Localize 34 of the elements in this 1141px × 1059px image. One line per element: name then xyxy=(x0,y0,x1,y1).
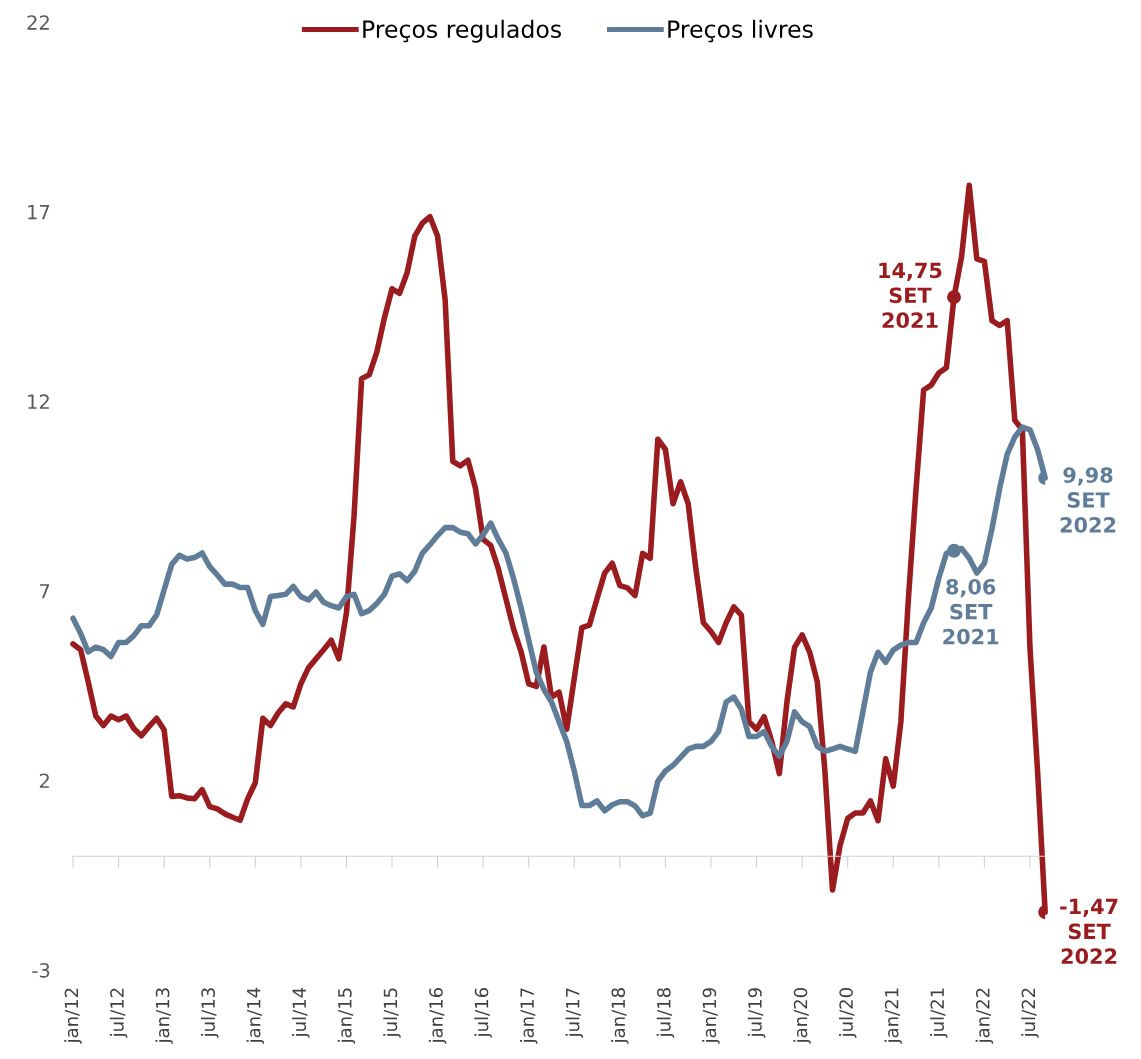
y-tick-label: -3 xyxy=(32,963,50,978)
x-tick-label: jul/13 xyxy=(200,988,219,1038)
annotation: 14,75 SET 2021 xyxy=(879,262,942,329)
x-tick-label: jan/19 xyxy=(702,988,720,1044)
y-tick-label: 17 xyxy=(28,205,50,220)
x-tick-label: jan/12 xyxy=(64,988,82,1044)
x-tick-label: jul/19 xyxy=(747,988,766,1038)
x-tick-label: jul/14 xyxy=(292,987,310,1038)
x-tick-label: jul/17 xyxy=(565,988,584,1038)
x-tick-label: jan/13 xyxy=(155,988,173,1044)
y-tick-label: 12 xyxy=(28,394,49,409)
x-tick-label: jul/20 xyxy=(838,988,857,1038)
x-tick-label: jul/21 xyxy=(930,988,948,1038)
legend-label: Preços regulados xyxy=(363,19,561,43)
x-tick-label: jan/21 xyxy=(884,988,902,1044)
annotation: 8,06 SET 2021 xyxy=(943,578,999,645)
y-tick-label: 2 xyxy=(39,773,49,788)
annotation: 9,98 SET 2022 xyxy=(1060,467,1116,533)
x-tick-label: jul/22 xyxy=(1021,988,1039,1038)
x-tick-label: jul/15 xyxy=(383,988,401,1038)
y-tick-label: 7 xyxy=(40,584,50,599)
x-tick-label: jan/16 xyxy=(428,988,447,1044)
x-tick-label: jul/16 xyxy=(474,988,492,1038)
y-tick-label: 22 xyxy=(27,15,49,30)
x-tick-label: jan/20 xyxy=(793,988,811,1044)
annotation: -1,47 SET 2022 xyxy=(1060,898,1118,965)
x-tick-label: jul/18 xyxy=(656,988,675,1038)
x-tick-label: jan/22 xyxy=(975,988,994,1044)
x-tick-label: jan/17 xyxy=(519,988,538,1044)
x-tick-label: jul/12 xyxy=(109,988,128,1038)
legend-label: Preços livres xyxy=(668,19,813,43)
x-tick-label: jan/18 xyxy=(611,988,629,1044)
x-tick-label: jan/15 xyxy=(337,988,356,1044)
x-tick-label: jan/14 xyxy=(246,987,265,1044)
